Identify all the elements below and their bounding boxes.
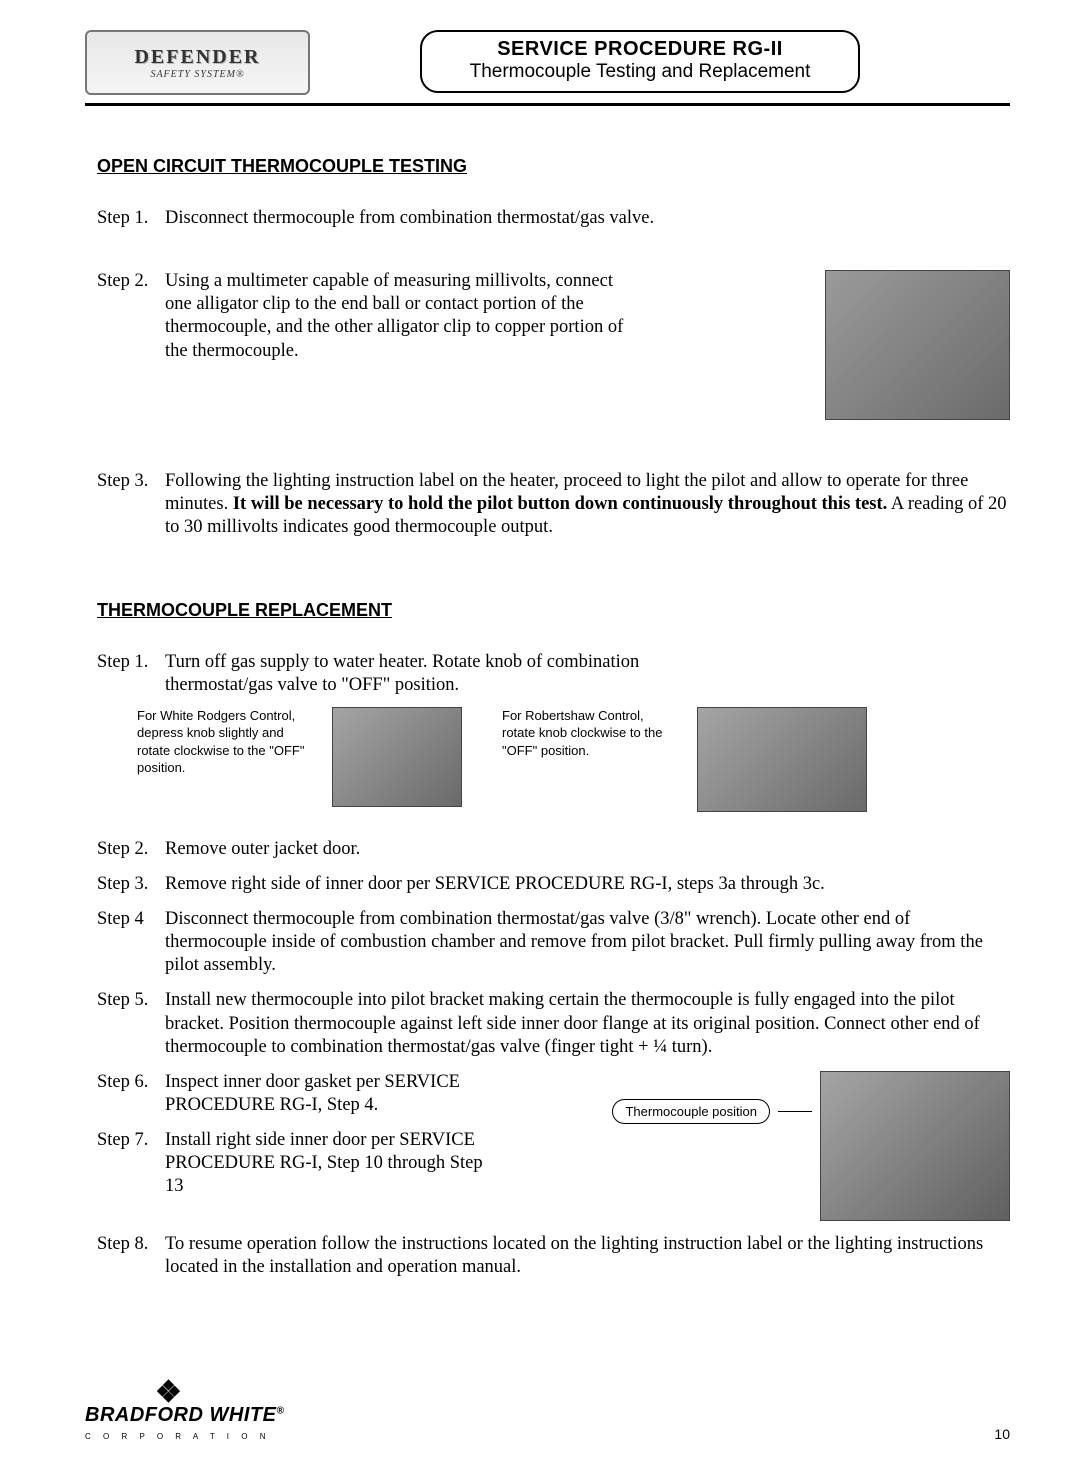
step-label: Step 6. [85, 1071, 165, 1094]
white-rodgers-caption: For White Rodgers Control, depress knob … [137, 707, 312, 777]
robertshaw-photo [697, 707, 867, 812]
step-body: Disconnect thermocouple from combination… [165, 908, 1010, 977]
robertshaw-caption: For Robertshaw Control, rotate knob cloc… [502, 707, 677, 760]
page-footer: ❖ BRADFORD WHITE® C O R P O R A T I O N … [85, 1379, 1010, 1442]
s1-step3: Step 3. Following the lighting instructi… [85, 470, 1010, 539]
s1-step3-bold: It will be necessary to hold the pilot b… [233, 494, 887, 514]
step-label: Step 5. [85, 989, 165, 1012]
title-line1: SERVICE PROCEDURE RG-II [462, 38, 818, 61]
step-body: Remove right side of inner door per SERV… [165, 873, 1010, 896]
step-label: Step 3. [85, 873, 165, 896]
step-label: Step 2. [85, 838, 165, 861]
step-body: Remove outer jacket door. [165, 838, 1010, 861]
white-rodgers-photo [332, 707, 462, 807]
callout-leader-line [778, 1111, 812, 1112]
step-label: Step 1. [85, 651, 165, 674]
s2-steps6-7-row: Step 6. Inspect inner door gasket per SE… [85, 1071, 1010, 1221]
control-captions-row: For White Rodgers Control, depress knob … [137, 707, 1010, 812]
step-body: Following the lighting instruction label… [165, 470, 1010, 539]
section2-heading: THERMOCOUPLE REPLACEMENT [97, 600, 1010, 621]
title-line2: Thermocouple Testing and Replacement [462, 61, 818, 83]
step-body: Disconnect thermocouple from combination… [165, 207, 1010, 230]
s2-step1: Step 1. Turn off gas supply to water hea… [85, 651, 1010, 697]
step-label: Step 3. [85, 470, 165, 493]
page-header: DEFENDER SAFETY SYSTEM® SERVICE PROCEDUR… [85, 30, 1010, 95]
step-body: Using a multimeter capable of measuring … [165, 270, 635, 363]
title-box: SERVICE PROCEDURE RG-II Thermocouple Tes… [420, 30, 860, 93]
step-body: Inspect inner door gasket per SERVICE PR… [165, 1071, 525, 1117]
step-label: Step 8. [85, 1233, 165, 1256]
brand2: WHITE [210, 1404, 277, 1426]
logo-line2: SAFETY SYSTEM® [150, 69, 244, 80]
brand1: BRADFORD [85, 1404, 210, 1426]
step-label: Step 7. [85, 1129, 165, 1152]
flame-icon: ❖ [155, 1379, 284, 1406]
step-body: To resume operation follow the instructi… [165, 1233, 1010, 1279]
reg-mark: ® [276, 1405, 284, 1416]
step-label: Step 1. [85, 207, 165, 230]
corp-text: C O R P O R A T I O N [85, 1432, 270, 1441]
header-rule [85, 103, 1010, 106]
s2-step4: Step 4 Disconnect thermocouple from comb… [85, 908, 1010, 977]
s2-step8: Step 8. To resume operation follow the i… [85, 1233, 1010, 1279]
s2-step6: Step 6. Inspect inner door gasket per SE… [85, 1071, 592, 1117]
step-body: Install right side inner door per SERVIC… [165, 1129, 485, 1198]
defender-logo: DEFENDER SAFETY SYSTEM® [85, 30, 310, 95]
logo-line1: DEFENDER [134, 46, 260, 69]
section1-heading: OPEN CIRCUIT THERMOCOUPLE TESTING [97, 156, 1010, 177]
s1-step1: Step 1. Disconnect thermocouple from com… [85, 207, 1010, 230]
s2-step3: Step 3. Remove right side of inner door … [85, 873, 1010, 896]
thermocouple-position-photo [820, 1071, 1010, 1221]
step-body: Turn off gas supply to water heater. Rot… [165, 651, 655, 697]
step-label: Step 2. [85, 270, 165, 293]
step-body: Install new thermocouple into pilot brac… [165, 989, 1010, 1058]
step-label: Step 4 [85, 908, 165, 931]
s2-step2: Step 2. Remove outer jacket door. [85, 838, 1010, 861]
thermocouple-multimeter-photo [825, 270, 1010, 420]
bradford-white-logo: ❖ BRADFORD WHITE® C O R P O R A T I O N [85, 1379, 284, 1442]
page-number: 10 [994, 1426, 1010, 1442]
thermocouple-position-callout: Thermocouple position [612, 1099, 770, 1124]
s2-step7: Step 7. Install right side inner door pe… [85, 1129, 592, 1198]
s2-step5: Step 5. Install new thermocouple into pi… [85, 989, 1010, 1058]
s1-step2-row: Step 2. Using a multimeter capable of me… [85, 270, 1010, 420]
